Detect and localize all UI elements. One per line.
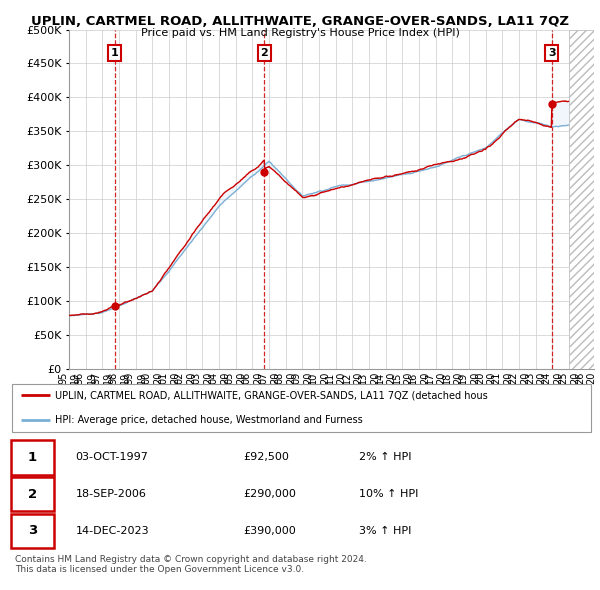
Text: UPLIN, CARTMEL ROAD, ALLITHWAITE, GRANGE-OVER-SANDS, LA11 7QZ: UPLIN, CARTMEL ROAD, ALLITHWAITE, GRANGE… (31, 15, 569, 28)
FancyBboxPatch shape (12, 384, 591, 432)
FancyBboxPatch shape (11, 440, 54, 474)
Text: 2: 2 (28, 487, 37, 501)
FancyBboxPatch shape (11, 477, 54, 512)
Text: 10% ↑ HPI: 10% ↑ HPI (359, 489, 419, 499)
Text: 3: 3 (548, 48, 556, 58)
Text: 14-DEC-2023: 14-DEC-2023 (76, 526, 149, 536)
Text: 1: 1 (111, 48, 119, 58)
FancyBboxPatch shape (11, 514, 54, 548)
Text: UPLIN, CARTMEL ROAD, ALLITHWAITE, GRANGE-OVER-SANDS, LA11 7QZ (detached hous: UPLIN, CARTMEL ROAD, ALLITHWAITE, GRANGE… (55, 390, 488, 400)
Text: 3: 3 (28, 525, 37, 537)
Text: 2% ↑ HPI: 2% ↑ HPI (359, 453, 412, 463)
Text: Contains HM Land Registry data © Crown copyright and database right 2024.
This d: Contains HM Land Registry data © Crown c… (15, 555, 367, 574)
Text: £92,500: £92,500 (244, 453, 289, 463)
Text: 03-OCT-1997: 03-OCT-1997 (76, 453, 149, 463)
Text: 2: 2 (260, 48, 268, 58)
Text: 3% ↑ HPI: 3% ↑ HPI (359, 526, 412, 536)
Text: HPI: Average price, detached house, Westmorland and Furness: HPI: Average price, detached house, West… (55, 415, 363, 425)
Text: £290,000: £290,000 (244, 489, 296, 499)
Text: 18-SEP-2006: 18-SEP-2006 (76, 489, 146, 499)
Text: £390,000: £390,000 (244, 526, 296, 536)
Text: Price paid vs. HM Land Registry's House Price Index (HPI): Price paid vs. HM Land Registry's House … (140, 28, 460, 38)
Text: 1: 1 (28, 451, 37, 464)
